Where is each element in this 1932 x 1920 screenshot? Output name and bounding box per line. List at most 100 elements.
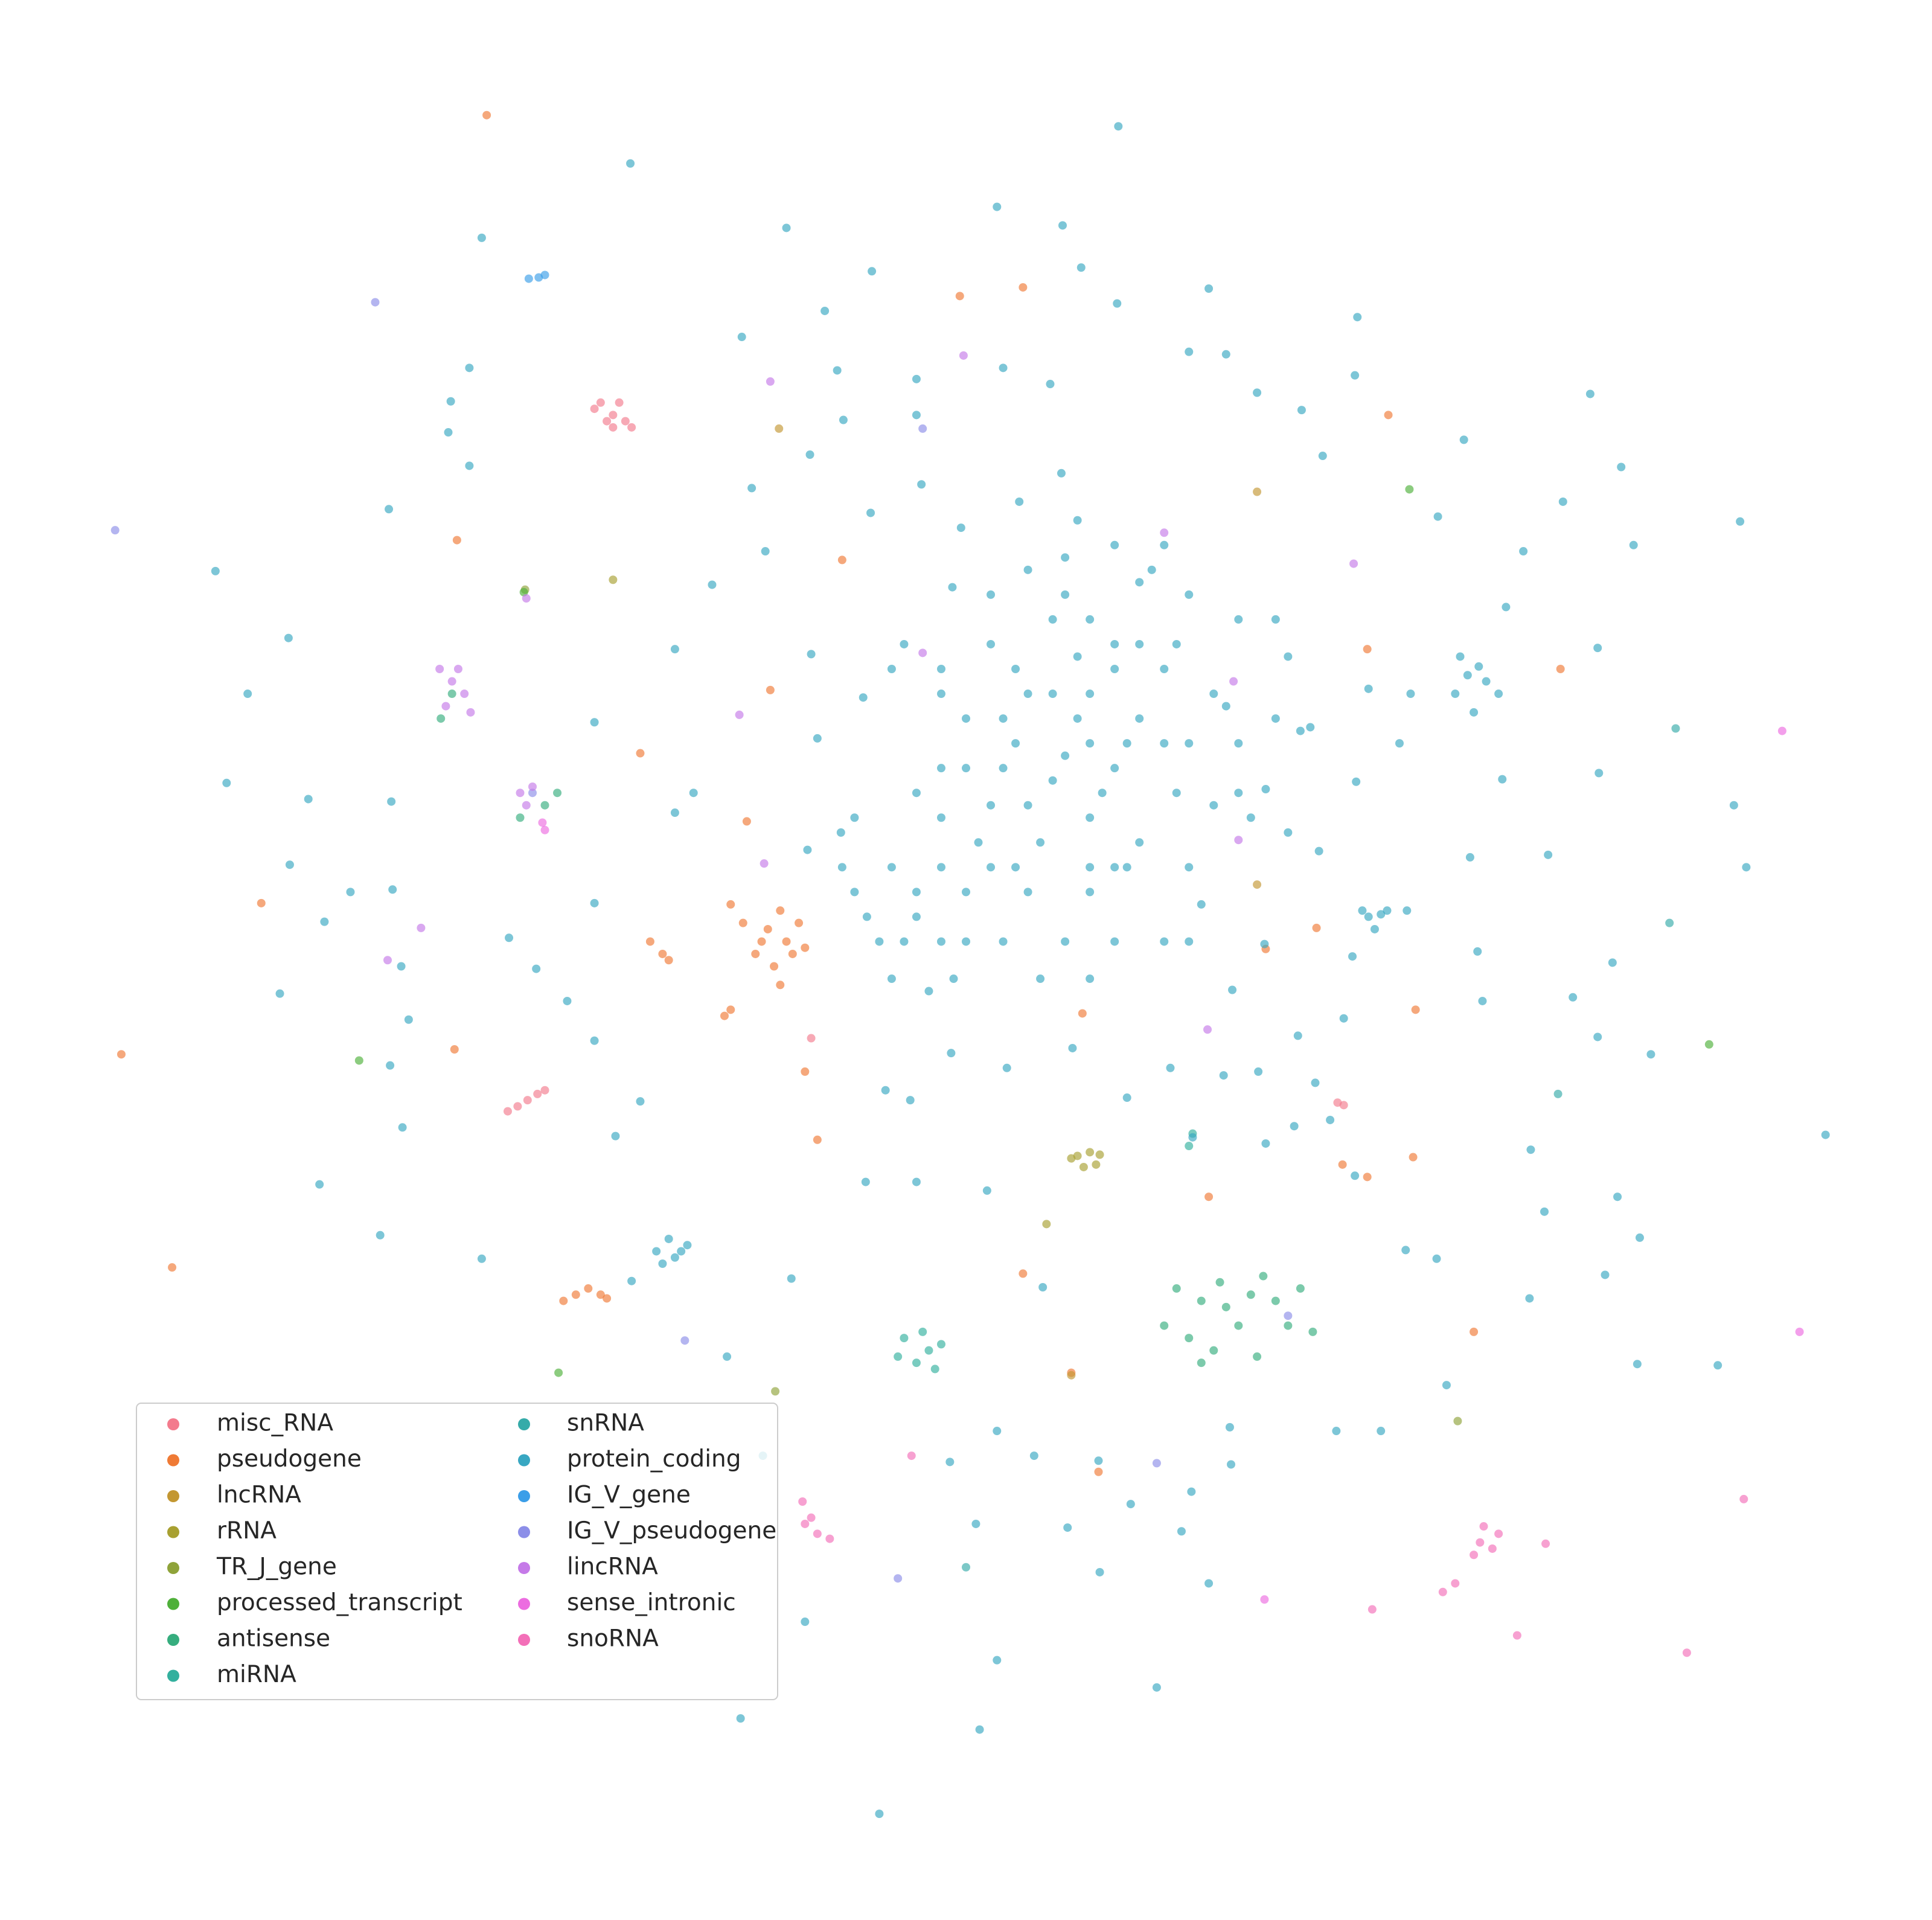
- data-point: [1406, 690, 1415, 699]
- data-point: [813, 1529, 822, 1538]
- data-point: [1409, 1153, 1418, 1162]
- data-point: [936, 813, 945, 822]
- data-point: [320, 917, 329, 926]
- data-point: [917, 480, 926, 489]
- data-point: [1502, 603, 1511, 612]
- data-point: [477, 233, 486, 242]
- data-point: [1271, 714, 1280, 723]
- data-point: [1068, 1043, 1077, 1052]
- data-point: [1608, 958, 1617, 967]
- data-point: [596, 398, 605, 407]
- legend-marker: [167, 1418, 179, 1430]
- data-point: [1364, 684, 1373, 693]
- data-point: [452, 536, 461, 545]
- legend-label: pseudogene: [217, 1445, 362, 1473]
- data-point: [918, 424, 927, 433]
- data-point: [1079, 1162, 1088, 1171]
- data-point: [1593, 644, 1602, 653]
- data-point: [1122, 1093, 1131, 1102]
- data-point: [737, 333, 746, 342]
- data-point: [912, 1177, 921, 1186]
- data-point: [636, 1097, 645, 1106]
- data-point: [1463, 671, 1472, 680]
- data-point: [1311, 1078, 1320, 1087]
- data-point: [1451, 690, 1460, 699]
- legend-label: processed_transcript: [217, 1589, 462, 1616]
- legend-marker: [167, 1669, 179, 1682]
- data-point: [386, 1061, 395, 1070]
- data-point: [1246, 813, 1255, 822]
- data-point: [1185, 937, 1194, 946]
- data-point: [1411, 1005, 1420, 1014]
- data-point: [900, 1334, 909, 1343]
- data-point: [894, 1574, 903, 1583]
- data-point: [1061, 553, 1070, 562]
- data-point: [1135, 714, 1144, 723]
- legend-label: snRNA: [567, 1410, 644, 1437]
- data-point: [571, 1290, 580, 1299]
- legend-label: snoRNA: [567, 1625, 659, 1653]
- data-point: [993, 1656, 1002, 1665]
- data-point: [1110, 665, 1119, 673]
- legend: misc_RNApseudogenelncRNArRNATR_J_genepro…: [136, 1403, 778, 1700]
- data-point: [766, 377, 775, 386]
- data-point: [936, 690, 945, 699]
- data-point: [1556, 665, 1565, 673]
- data-point: [1221, 1302, 1230, 1311]
- data-point: [1029, 1451, 1038, 1461]
- data-point: [1478, 996, 1487, 1005]
- data-point: [1349, 559, 1358, 568]
- data-point: [962, 888, 970, 897]
- data-point: [1593, 1032, 1602, 1042]
- data-point: [1023, 801, 1032, 810]
- data-point: [999, 714, 1008, 723]
- data-point: [1401, 1246, 1410, 1255]
- data-point: [875, 1810, 884, 1819]
- data-point: [837, 555, 846, 565]
- data-point: [652, 1247, 661, 1256]
- data-point: [670, 1253, 679, 1262]
- data-point: [388, 885, 397, 894]
- data-point: [397, 962, 406, 971]
- data-point: [1246, 1290, 1255, 1299]
- data-point: [987, 590, 996, 599]
- data-point: [1318, 452, 1327, 461]
- data-point: [1377, 910, 1386, 919]
- data-point: [466, 708, 475, 717]
- data-point: [924, 987, 933, 996]
- data-point: [1204, 1192, 1214, 1202]
- data-point: [1312, 923, 1321, 932]
- data-point: [1015, 497, 1024, 506]
- data-point: [738, 918, 747, 927]
- data-point: [383, 956, 392, 965]
- data-point: [936, 665, 945, 673]
- legend-label: lncRNA: [217, 1482, 301, 1509]
- data-point: [1473, 947, 1482, 956]
- data-point: [971, 1519, 980, 1528]
- data-point: [776, 906, 785, 915]
- data-point: [1011, 739, 1020, 748]
- data-point: [1073, 652, 1082, 661]
- data-point: [813, 1135, 822, 1144]
- data-point: [1384, 411, 1393, 420]
- data-point: [435, 665, 444, 673]
- plot-area: [110, 110, 1830, 1819]
- data-point: [868, 267, 877, 276]
- legend-label: lincRNA: [567, 1554, 658, 1581]
- data-point: [211, 566, 220, 575]
- data-point: [782, 223, 791, 232]
- data-point: [1682, 1648, 1691, 1657]
- data-point: [670, 645, 679, 654]
- data-point: [1306, 723, 1315, 732]
- data-point: [1465, 853, 1474, 862]
- data-point: [912, 912, 921, 921]
- data-point: [257, 898, 266, 907]
- data-point: [776, 981, 785, 990]
- data-point: [982, 1186, 991, 1195]
- data-point: [948, 583, 957, 592]
- data-point: [1209, 690, 1218, 699]
- data-point: [460, 690, 469, 699]
- data-point: [1433, 512, 1442, 521]
- data-point: [770, 962, 779, 971]
